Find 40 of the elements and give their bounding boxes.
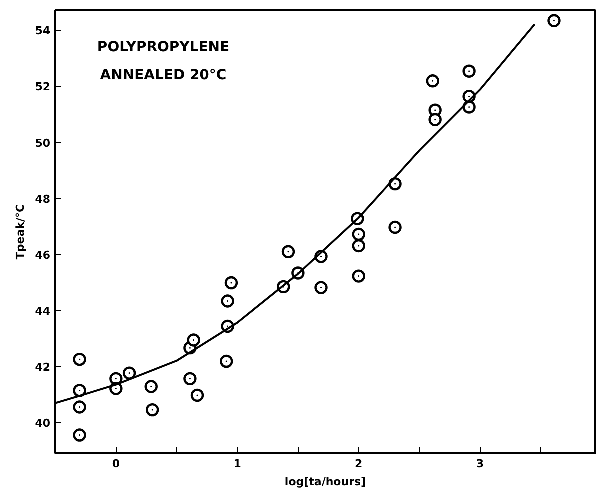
point [426, 74, 440, 88]
annotation: ANNEALED 20°C [100, 67, 227, 84]
y-tick-label: 52 [35, 80, 51, 94]
point [388, 220, 402, 234]
point [314, 281, 328, 294]
point [220, 354, 234, 368]
point [221, 294, 234, 308]
x-tick-label: 0 [112, 458, 120, 470]
x-tick-label: 1 [234, 458, 242, 470]
point [144, 380, 158, 394]
point [282, 245, 296, 258]
y-tick-label: 46 [35, 248, 51, 262]
point [184, 372, 197, 386]
point [73, 400, 86, 414]
x-tick-label: 3 [476, 458, 484, 470]
point [73, 352, 86, 366]
point [548, 14, 561, 28]
y-tick-label: 42 [35, 361, 51, 374]
y-tick-label: 54 [35, 24, 51, 38]
point [187, 334, 200, 347]
point [352, 270, 366, 283]
line-series [56, 24, 536, 404]
x-axis-title: log[ta/hours] [284, 476, 366, 488]
point [462, 64, 476, 78]
point [73, 384, 86, 398]
point [190, 388, 204, 402]
y-tick-label: 50 [35, 136, 51, 150]
point [73, 428, 86, 442]
x-tick-label: 2 [355, 458, 363, 470]
point [122, 366, 136, 380]
annotation: POLYPROPYLENE [97, 39, 230, 56]
point [352, 239, 366, 253]
point [224, 276, 238, 290]
point [428, 113, 442, 126]
y-axis-title: Tpeak/°C [14, 204, 28, 260]
point [146, 403, 160, 417]
y-tick-label: 48 [35, 192, 51, 206]
y-tick-label: 40 [35, 417, 51, 430]
y-tick-label: 44 [35, 305, 51, 318]
point [352, 228, 366, 242]
